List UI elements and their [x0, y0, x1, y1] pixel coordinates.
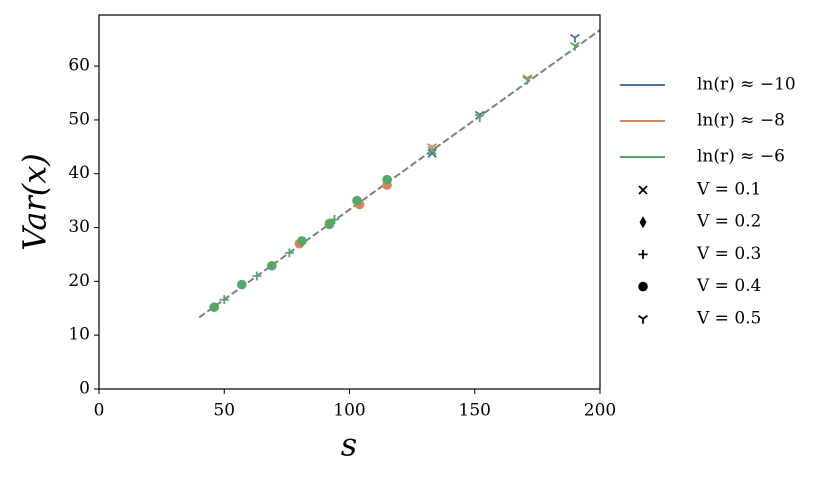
legend-label: ln(r) ≈ −10: [697, 75, 796, 95]
legend-marker: [638, 281, 648, 292]
legend-label: V = 0.5: [696, 308, 761, 328]
point: [209, 302, 220, 313]
point: [474, 113, 485, 123]
x-tick-label: 100: [333, 401, 365, 421]
point: [427, 148, 437, 158]
x-tick-label: 200: [584, 401, 616, 421]
point: [522, 75, 533, 85]
plot-frame: [98, 14, 601, 390]
y-tick-label: 50: [68, 109, 90, 129]
point: [219, 295, 229, 305]
point: [267, 260, 277, 271]
y-tick-label: 10: [68, 325, 90, 345]
point: [382, 174, 392, 185]
point: [329, 214, 339, 224]
point: [569, 33, 580, 43]
y-tick-label: 40: [68, 163, 90, 183]
y-tick-label: 60: [68, 56, 90, 76]
legend-marker: [639, 216, 647, 229]
legend-marker: [638, 315, 648, 324]
y-tick-label: 0: [79, 379, 90, 399]
y-tick-label: 30: [68, 217, 90, 237]
x-axis-label: s: [341, 426, 357, 464]
legend-label: ln(r) ≈ −8: [697, 111, 785, 131]
point: [324, 219, 335, 230]
y-tick-label: 20: [68, 271, 90, 291]
legend-label: V = 0.1: [696, 180, 761, 200]
point: [352, 195, 362, 206]
legend-marker: [638, 249, 648, 259]
y-axis-label: Var(x): [16, 153, 54, 251]
point: [236, 279, 247, 290]
legend-label: V = 0.3: [696, 244, 761, 264]
x-tick-label: 50: [213, 401, 235, 421]
point: [427, 143, 438, 152]
point: [297, 236, 307, 246]
point: [252, 271, 262, 281]
x-tick-label: 0: [94, 401, 105, 421]
x-tick-label: 150: [459, 401, 491, 421]
point: [284, 248, 294, 258]
reference-line: [198, 29, 601, 319]
legend-label: V = 0.4: [696, 276, 761, 296]
legend-label: V = 0.2: [696, 212, 761, 232]
point: [569, 41, 580, 51]
legend-marker: [638, 185, 648, 195]
legend-label: ln(r) ≈ −6: [697, 147, 785, 167]
